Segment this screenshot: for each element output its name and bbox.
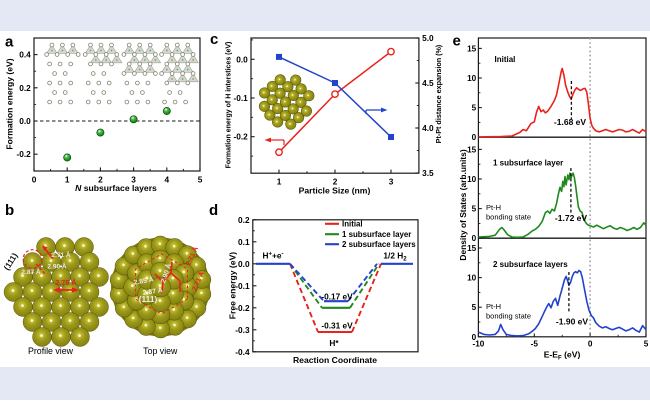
svg-text:Free energy (eV): Free energy (eV)	[228, 252, 238, 319]
svg-text:E-EF (eV): E-EF (eV)	[544, 350, 581, 362]
svg-text:15: 15	[467, 244, 477, 253]
svg-text:4.0: 4.0	[422, 123, 434, 133]
svg-text:Particle Size (nm): Particle Size (nm)	[299, 186, 371, 196]
svg-text:2.90 Å: 2.90 Å	[47, 262, 66, 271]
svg-text:2 subsurface layers: 2 subsurface layers	[493, 260, 568, 269]
svg-text:-0.1: -0.1	[234, 93, 249, 103]
svg-text:4.5: 4.5	[422, 78, 434, 88]
svg-text:5: 5	[472, 303, 477, 312]
svg-text:N subsurface layers: N subsurface layers	[75, 183, 157, 193]
svg-text:Pt-H: Pt-H	[486, 203, 501, 212]
svg-text:0: 0	[588, 339, 593, 348]
svg-text:-0.2: -0.2	[234, 132, 249, 142]
svg-text:15: 15	[467, 44, 477, 53]
svg-text:2: 2	[333, 177, 338, 187]
svg-text:3.5: 3.5	[422, 168, 434, 178]
svg-text:5.0: 5.0	[422, 33, 434, 43]
svg-text:-1.68 eV: -1.68 eV	[554, 117, 586, 127]
svg-text:-0.3: -0.3	[235, 325, 250, 335]
svg-text:2.75 Å: 2.75 Å	[55, 278, 76, 287]
svg-text:2 subsurface layers: 2 subsurface layers	[342, 240, 416, 249]
svg-text:1: 1	[277, 177, 282, 187]
svg-text:b: b	[5, 202, 14, 219]
svg-text:H*: H*	[329, 338, 339, 348]
svg-text:Profile view: Profile view	[28, 346, 74, 356]
svg-text:0.2: 0.2	[238, 215, 250, 225]
svg-text:-0.1: -0.1	[235, 281, 250, 291]
svg-text:0: 0	[472, 234, 477, 243]
svg-text:-0.31 eV: -0.31 eV	[321, 321, 353, 331]
svg-text:0.1: 0.1	[238, 237, 250, 247]
svg-text:5: 5	[472, 104, 477, 113]
svg-text:c: c	[210, 31, 218, 48]
svg-text:2.87 Å: 2.87 Å	[21, 267, 40, 276]
svg-text:-1.90 eV: -1.90 eV	[556, 317, 588, 327]
svg-text:3: 3	[131, 174, 136, 184]
svg-text:Reaction Coordinate: Reaction Coordinate	[293, 355, 377, 365]
svg-text:2.87 Å: 2.87 Å	[142, 285, 163, 297]
svg-text:1 subsurface layer: 1 subsurface layer	[342, 230, 411, 239]
svg-text:bonding state: bonding state	[486, 312, 531, 321]
svg-text:0.0: 0.0	[238, 259, 250, 269]
svg-text:1/2 H2: 1/2 H2	[383, 251, 407, 263]
svg-text:0.0: 0.0	[19, 116, 31, 126]
svg-text:-10: -10	[472, 339, 484, 348]
svg-text:Formation energy (eV): Formation energy (eV)	[5, 58, 15, 149]
svg-text:0.0: 0.0	[236, 54, 248, 64]
svg-text:5: 5	[472, 205, 477, 214]
svg-text:Pt-H: Pt-H	[486, 302, 501, 311]
svg-text:a: a	[5, 34, 14, 51]
svg-text:-0.2: -0.2	[17, 149, 32, 159]
svg-text:-0.2: -0.2	[235, 303, 250, 313]
svg-text:2: 2	[98, 174, 103, 184]
svg-text:Top view: Top view	[143, 346, 178, 356]
svg-text:0: 0	[472, 333, 477, 342]
svg-text:2.71 Å: 2.71 Å	[51, 250, 70, 259]
svg-text:-5: -5	[531, 339, 539, 348]
svg-text:Pt-Pt distance expansion (%): Pt-Pt distance expansion (%)	[434, 44, 443, 143]
svg-text:0: 0	[32, 174, 37, 184]
svg-text:Formation energy of H intersti: Formation energy of H interstices (eV)	[226, 42, 233, 169]
svg-text:0: 0	[472, 133, 477, 142]
svg-text:d: d	[209, 202, 218, 219]
svg-text:-0.17 eV: -0.17 eV	[321, 292, 353, 302]
svg-text:5: 5	[644, 339, 649, 348]
svg-text:5: 5	[198, 174, 203, 184]
svg-text:Initial: Initial	[495, 55, 516, 64]
svg-text:1 subsurface layer: 1 subsurface layer	[493, 159, 563, 168]
svg-text:10: 10	[467, 175, 477, 184]
svg-text:H++e-: H++e-	[263, 251, 284, 261]
svg-text:(111): (111)	[139, 294, 158, 304]
svg-text:bonding state: bonding state	[486, 213, 531, 222]
svg-text:Density of States (arb.units): Density of States (arb.units)	[458, 149, 468, 260]
svg-text:0.2: 0.2	[19, 83, 31, 93]
svg-text:1: 1	[65, 174, 70, 184]
svg-text:10: 10	[467, 274, 477, 283]
svg-text:0.4: 0.4	[19, 50, 31, 60]
svg-text:-0.4: -0.4	[235, 347, 250, 357]
svg-text:-1.72 eV: -1.72 eV	[555, 213, 587, 223]
svg-text:10: 10	[467, 74, 477, 83]
svg-text:15: 15	[467, 145, 477, 154]
svg-text:Initial: Initial	[342, 220, 363, 229]
svg-text:4: 4	[164, 174, 169, 184]
svg-text:3: 3	[389, 177, 394, 187]
svg-text:e: e	[453, 33, 461, 50]
